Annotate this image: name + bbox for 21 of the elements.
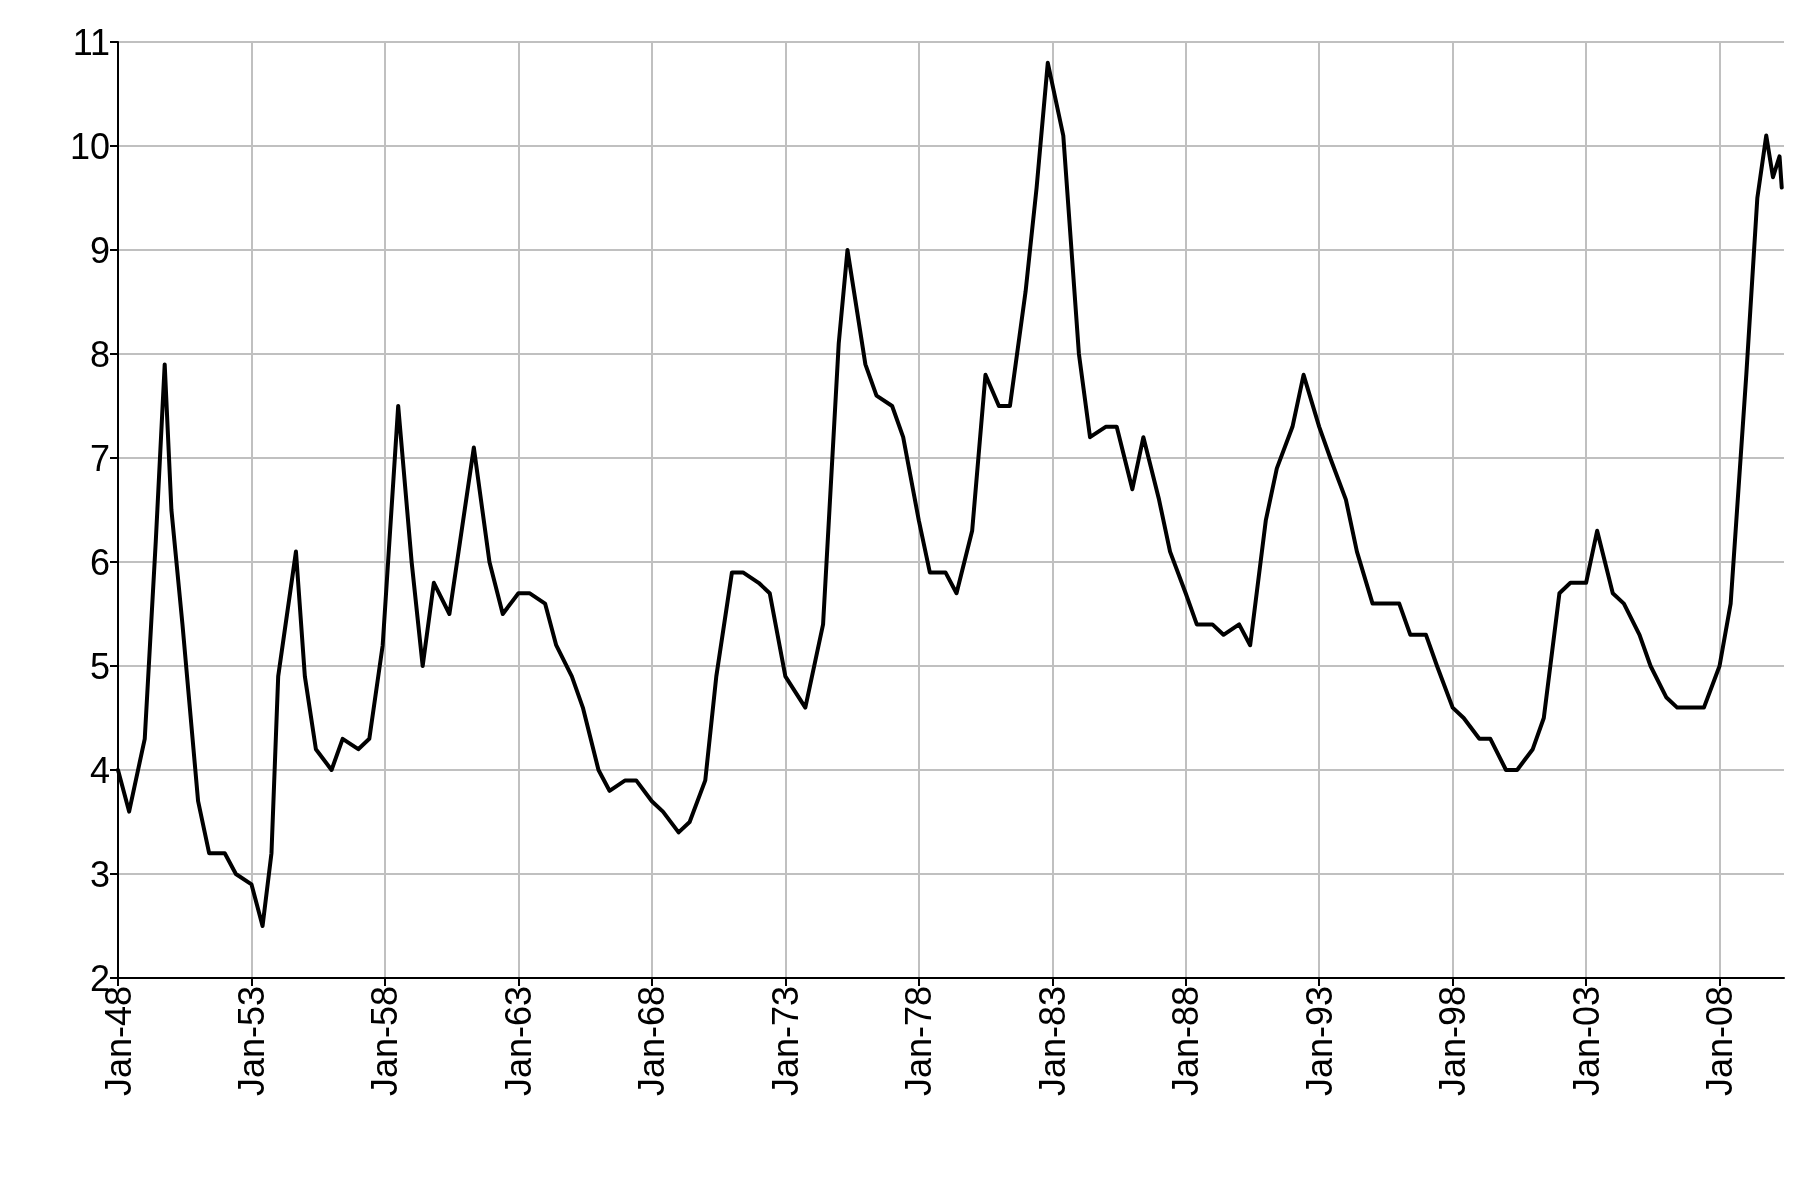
- x-tick-label: Jan-88: [1165, 986, 1207, 1097]
- x-tick-label: Jan-63: [497, 986, 539, 1097]
- y-tick-label: 6: [89, 541, 110, 583]
- y-tick-label: 7: [89, 437, 110, 479]
- x-tick-label: Jan-73: [764, 986, 806, 1097]
- y-tick-label: 11: [72, 21, 110, 63]
- x-tick-label: Jan-83: [1031, 986, 1073, 1097]
- y-tick-label: 3: [89, 853, 110, 895]
- y-tick-label: 8: [89, 333, 110, 375]
- x-tick-label: Jan-08: [1699, 986, 1741, 1097]
- x-tick-label: Jan-53: [231, 986, 273, 1097]
- x-tick-label: Jan-58: [364, 986, 406, 1097]
- y-tick-label: 9: [89, 229, 110, 271]
- y-tick-label: 10: [69, 125, 110, 167]
- x-tick-label: Jan-98: [1432, 986, 1474, 1097]
- x-tick-label: Jan-03: [1565, 986, 1607, 1097]
- x-tick-label: Jan-68: [631, 986, 673, 1097]
- x-tick-label: Jan-78: [898, 986, 940, 1097]
- y-tick-label: 4: [89, 749, 110, 791]
- x-tick-label: Jan-93: [1298, 986, 1340, 1097]
- y-tick-label: 5: [89, 645, 110, 687]
